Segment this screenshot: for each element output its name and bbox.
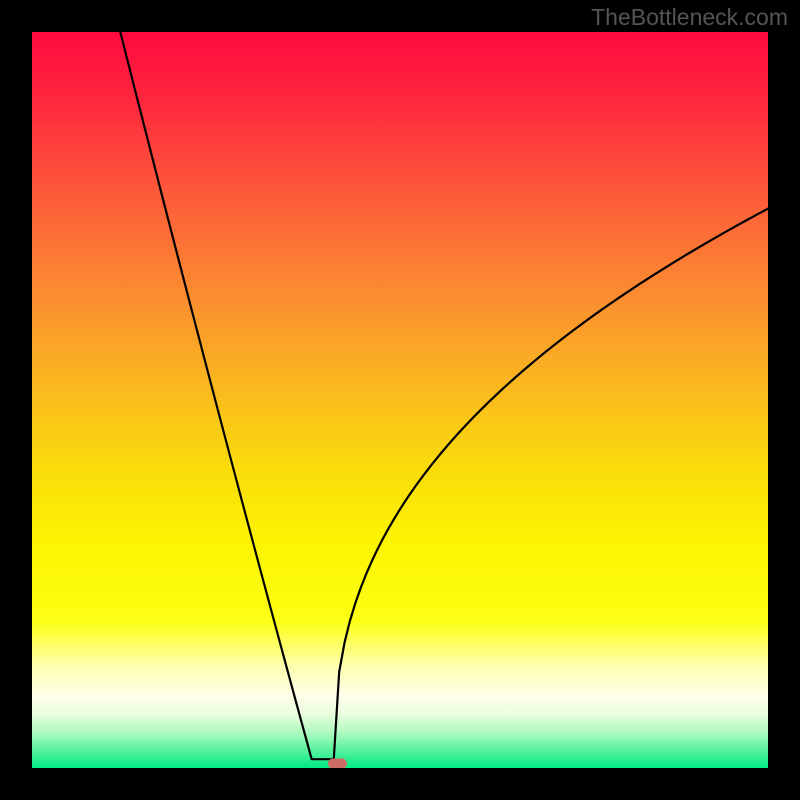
chart-container: TheBottleneck.com: [0, 0, 800, 800]
watermark-text: TheBottleneck.com: [591, 4, 788, 31]
plot-svg: [32, 32, 768, 768]
notch-marker: [328, 758, 347, 768]
plot-area: [32, 32, 768, 768]
